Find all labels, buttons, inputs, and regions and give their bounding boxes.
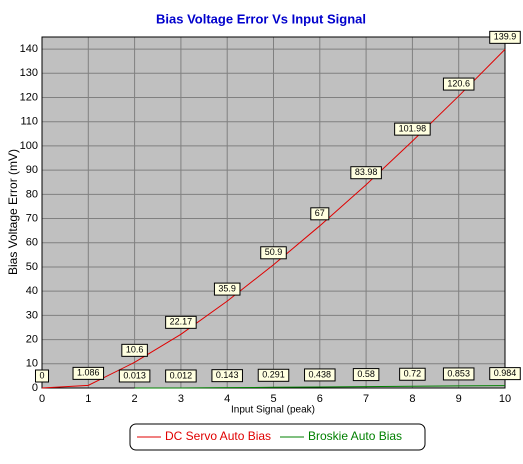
data-label: 0.143 [211,369,243,383]
data-label-text: 0.012 [170,370,193,380]
y-tick-label: 90 [26,164,38,176]
data-label-text: 0.72 [404,369,422,379]
legend-label: DC Servo Auto Bias [165,429,271,443]
data-label-box [34,369,50,383]
data-label: 0.013 [118,369,151,383]
x-tick-label: 8 [409,393,415,405]
x-tick-label: 1 [85,393,91,405]
data-label-text: 139.9 [494,32,517,42]
data-label: 0.291 [257,368,290,382]
data-label-box [442,367,475,381]
data-label-box [260,246,287,260]
y-axis-label: Bias Voltage Error (mV) [6,149,20,275]
data-label-box [165,369,197,383]
plot-border [41,36,506,389]
data-label-box [352,368,380,382]
x-tick-label: 0 [39,393,45,405]
data-label-text: 0.143 [216,370,239,380]
x-tick-label: 5 [270,393,276,405]
data-label: 50.9 [260,246,287,260]
legend-label: Broskie Auto Bias [308,429,402,443]
x-tick-label: 9 [456,393,462,405]
data-label-text: 22.17 [170,317,193,327]
data-label: 0.853 [442,367,475,381]
y-tick-label: 20 [26,333,38,345]
x-tick-label: 2 [132,393,138,405]
y-tick-label: 50 [26,261,38,273]
data-label: 0.012 [165,369,197,383]
data-label: 0 [34,369,50,383]
data-label-box [310,207,330,221]
data-label-text: 0.291 [262,370,285,380]
data-label-text: 0 [39,370,44,380]
data-label-text: 0.013 [123,370,146,380]
y-tick-label: 60 [26,237,38,249]
y-tick-label: 140 [20,43,38,55]
data-label-box [304,368,336,382]
data-label: 0.72 [399,367,426,381]
data-label: 35.9 [213,282,241,296]
data-label-box [72,366,105,380]
data-label: 120.6 [442,77,475,91]
data-label-text: 67 [315,208,325,218]
data-label-text: 35.9 [218,283,236,293]
legend [129,423,426,451]
data-label: 101.98 [394,122,431,136]
chart-title: Bias Voltage Error Vs Input Signal [156,11,366,26]
data-label-text: 50.9 [265,247,283,257]
y-tick-label: 120 [20,91,38,103]
data-label: 22.17 [165,315,197,329]
data-label-text: 1.086 [77,368,100,378]
data-label-box [489,30,521,44]
data-label: 10.6 [121,343,148,357]
y-tick-label: 30 [26,309,38,321]
data-label-text: 0.438 [309,369,332,379]
data-label-box [257,368,290,382]
data-label-box [442,77,475,91]
data-label-box [394,122,431,136]
data-label-box [213,282,241,296]
data-label-text: 120.6 [447,78,470,88]
data-label-box [399,367,426,381]
data-label: 67 [310,207,330,221]
x-tick-label: 4 [224,393,230,405]
data-label-text: 101.98 [399,124,427,134]
data-label-box [211,369,243,383]
data-label-box [165,315,197,329]
x-tick-label: 6 [317,393,323,405]
data-label: 0.438 [304,368,336,382]
data-label: 1.086 [72,366,105,380]
series-line [134,385,506,389]
data-label-text: 10.6 [126,345,144,355]
y-tick-label: 0 [32,382,38,394]
y-tick-label: 100 [20,140,38,152]
y-tick-label: 40 [26,285,38,297]
data-label: 83.98 [350,166,382,180]
data-label-box [118,369,151,383]
data-label-box [489,367,521,381]
data-label: 0.58 [352,368,380,382]
y-tick-label: 70 [26,212,38,224]
data-label-box [350,166,382,180]
x-tick-label: 3 [178,393,184,405]
data-label-text: 0.58 [357,369,375,379]
data-label-text: 0.984 [494,368,517,378]
x-tick-label: 7 [363,393,369,405]
data-label: 0.984 [489,367,521,381]
y-tick-label: 130 [20,67,38,79]
x-tick-label: 10 [499,393,511,405]
x-axis-label: Input Signal (peak) [231,405,315,416]
data-label-box [121,343,148,357]
y-tick-label: 80 [26,188,38,200]
data-label: 139.9 [489,30,521,44]
y-tick-label: 10 [26,358,38,370]
data-label-text: 0.853 [447,368,470,378]
data-label-text: 83.98 [355,167,378,177]
y-tick-label: 110 [20,116,38,128]
